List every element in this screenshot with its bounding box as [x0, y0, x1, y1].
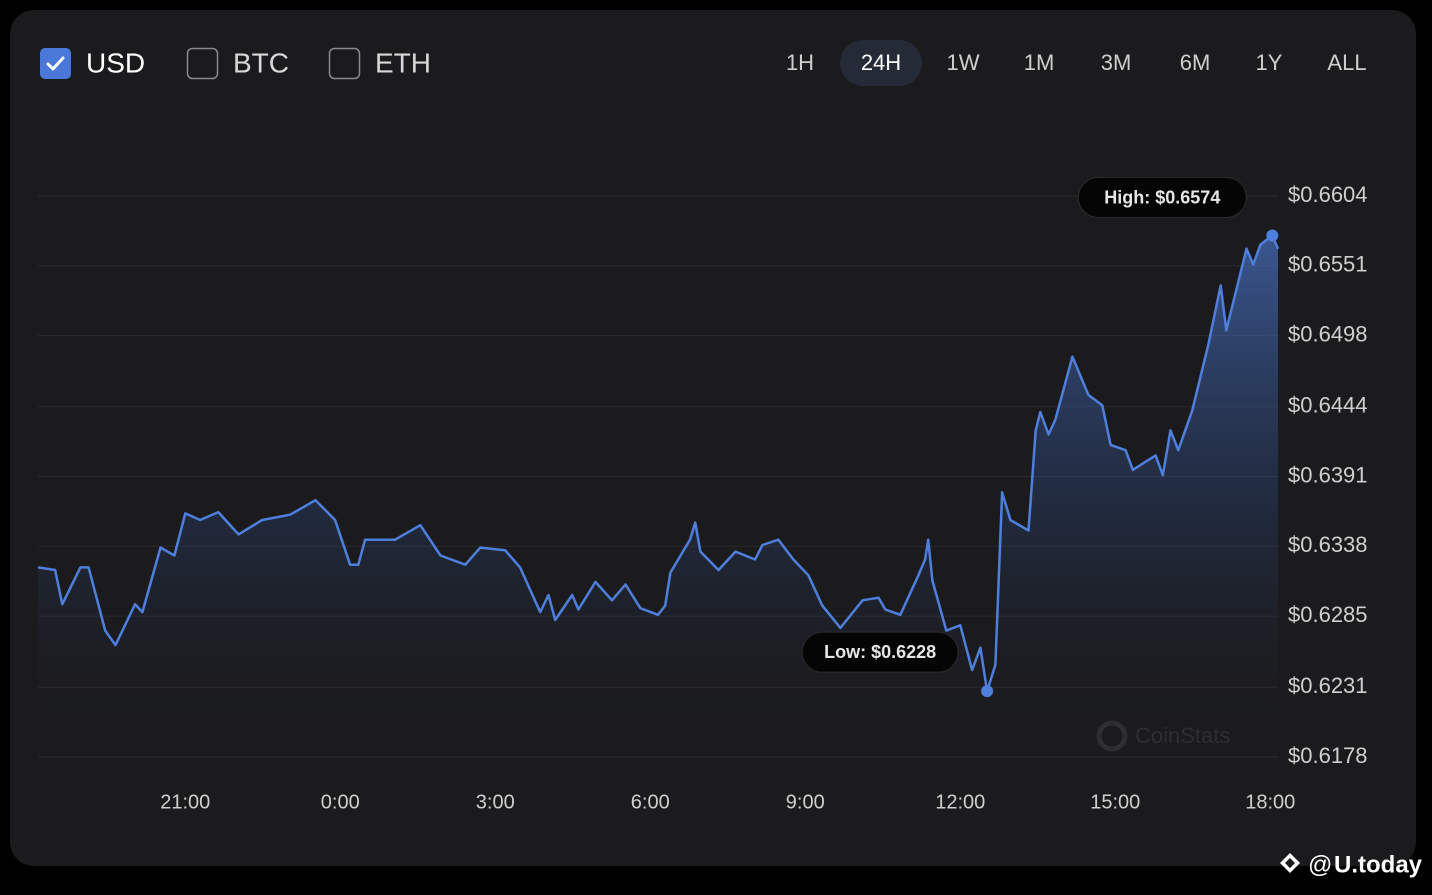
- extreme-marker: [1266, 229, 1279, 242]
- range-button[interactable]: 6M: [1180, 50, 1211, 75]
- y-tick-label: $0.6498: [1288, 321, 1368, 346]
- checkbox[interactable]: [40, 48, 71, 79]
- y-tick-label: $0.6338: [1288, 532, 1368, 557]
- x-tick-label: 21:00: [160, 791, 210, 813]
- watermark-text: CoinStats: [1135, 723, 1230, 748]
- y-tick-label: $0.6178: [1288, 743, 1368, 768]
- x-tick-label: 18:00: [1245, 791, 1295, 813]
- annotation: Low: $0.6228: [824, 642, 936, 662]
- range-button[interactable]: 1H: [786, 50, 814, 75]
- annotation-bg: [801, 631, 959, 673]
- range-button[interactable]: 1W: [947, 50, 980, 75]
- range-selected-bg: [840, 40, 922, 86]
- range-button[interactable]: 3M: [1101, 50, 1132, 75]
- x-tick-label: 6:00: [631, 791, 670, 813]
- range-button[interactable]: 1Y: [1256, 50, 1283, 75]
- x-tick-label: 0:00: [321, 791, 360, 813]
- brand: @ U.today: [1280, 851, 1423, 878]
- area: [38, 235, 1278, 757]
- currency-label[interactable]: USD: [86, 47, 145, 78]
- checkbox[interactable]: [328, 47, 361, 80]
- range-button[interactable]: 1M: [1024, 50, 1055, 75]
- checkbox[interactable]: [186, 47, 219, 80]
- watermark: CoinStats: [1096, 720, 1230, 752]
- x-tick-label: 3:00: [476, 791, 515, 813]
- y-tick-label: $0.6391: [1288, 462, 1368, 487]
- brand-name: U.today: [1334, 851, 1423, 878]
- y-tick-label: $0.6551: [1288, 252, 1368, 277]
- price-line: [37, 234, 1280, 693]
- x-tick-label: 9:00: [786, 791, 825, 813]
- currency-label[interactable]: ETH: [375, 47, 431, 78]
- currency-label[interactable]: BTC: [233, 47, 289, 78]
- y-tick-label: $0.6285: [1288, 602, 1368, 627]
- y-tick-label: $0.6231: [1288, 673, 1368, 698]
- x-tick-label: 15:00: [1090, 791, 1140, 813]
- brand-prefix: @: [1308, 851, 1332, 878]
- range-button[interactable]: ALL: [1327, 50, 1366, 75]
- x-tick-label: 12:00: [935, 791, 985, 813]
- y-tick-label: $0.6604: [1288, 182, 1368, 207]
- extreme-marker: [981, 685, 994, 698]
- checkmark: [46, 56, 65, 71]
- y-tick-label: $0.6444: [1288, 393, 1368, 418]
- annotation-bg: [1077, 177, 1247, 219]
- annotation: High: $0.6574: [1104, 187, 1220, 207]
- range-button[interactable]: 24H: [861, 50, 901, 75]
